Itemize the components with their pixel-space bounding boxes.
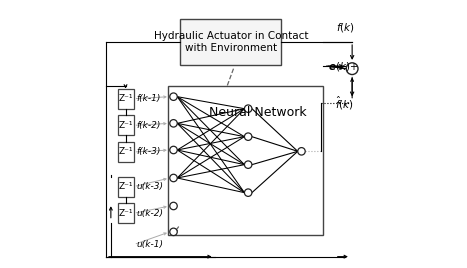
Text: $f(k)$: $f(k)$ [336,21,355,34]
Text: Z⁻¹: Z⁻¹ [118,147,133,157]
Bar [118,177,134,197]
Text: u(k-3): u(k-3) [137,182,164,191]
Circle shape [298,148,305,155]
Circle shape [244,105,252,112]
Circle shape [346,63,358,75]
Bar [180,19,282,65]
Bar [118,89,134,109]
Text: f(k-2): f(k-2) [137,121,161,130]
Bar [118,115,134,135]
Text: u(k-2): u(k-2) [137,209,164,218]
Text: f(k-1): f(k-1) [137,94,161,103]
Circle shape [244,161,252,168]
Circle shape [170,202,177,210]
Text: $\boldsymbol{e}(k)$: $\boldsymbol{e}(k)$ [328,59,350,73]
Text: Z⁻¹: Z⁻¹ [118,121,133,130]
Text: Z⁻¹: Z⁻¹ [118,94,133,103]
Circle shape [170,228,177,236]
Circle shape [170,174,177,182]
Circle shape [244,133,252,140]
Text: Z⁻¹: Z⁻¹ [118,182,133,191]
Bar [118,203,134,223]
Text: Z⁻¹: Z⁻¹ [118,209,133,218]
Circle shape [170,146,177,154]
Bar [168,86,323,235]
Text: $\hat{f}(k)$: $\hat{f}(k)$ [335,95,354,112]
Circle shape [170,93,177,100]
Text: f(k-3): f(k-3) [137,147,161,157]
Text: +: + [349,62,357,72]
Circle shape [244,189,252,196]
Text: u(k-1): u(k-1) [137,240,164,249]
Text: Neural Network: Neural Network [209,106,307,119]
Circle shape [170,120,177,127]
Bar [118,142,134,162]
Text: Hydraulic Actuator in Contact
with Environment: Hydraulic Actuator in Contact with Envir… [154,31,308,53]
